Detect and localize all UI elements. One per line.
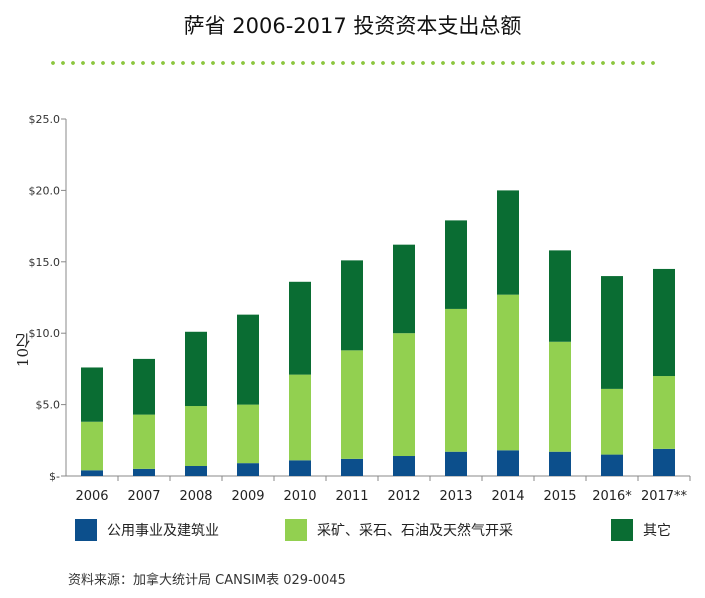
x-tick-label: 2015 [543,489,576,504]
bar-segment [549,451,571,476]
legend-swatch-other [611,519,633,541]
bar-segment [653,448,675,476]
bar-segment [81,367,103,422]
bar-segment [601,276,623,389]
bar-segment [653,376,675,449]
legend-label-utilities: 公用事业及建筑业 [107,523,219,539]
bar-segment [341,350,363,459]
bar-segment [601,388,623,455]
legend-label-other: 其它 [643,523,671,539]
chart-title: 萨省 2006-2017 投资资本支出总额 [183,14,522,38]
bar-segment [237,463,259,476]
bar-segment [445,308,467,452]
bar-segment [445,451,467,476]
bar-segment [549,250,571,342]
bar-segment [185,331,207,407]
x-tick-label: 2012 [387,489,420,504]
bar-segment [237,314,259,405]
bar-segment [393,333,415,457]
bar-segment [393,456,415,476]
bar-segment [185,466,207,476]
bar-segment [549,341,571,452]
legend-swatch-mining [285,519,307,541]
x-tick-label: 2009 [231,489,264,504]
x-tick-label: 2007 [127,489,160,504]
bar-segment [185,406,207,467]
bar-segment [133,358,155,415]
bar-segment [81,470,103,476]
x-tick-label: 2010 [283,489,316,504]
y-tick-label: $25.0 [29,113,61,126]
bar-segment [289,374,311,461]
y-tick-label: $10.0 [29,327,61,340]
x-tick-label: 2011 [335,489,368,504]
source-note: 资料来源：加拿大统计局 CANSIM表 029-0045 [68,573,346,588]
bar-segment [341,458,363,476]
x-tick-label: 2014 [491,489,524,504]
stacked-bar-chart: $- $5.0 $10.0 $15.0 $20.0 $25.0 2006 2007 2008 20… [29,113,691,504]
bar-segment [133,414,155,469]
legend-item-mining: 采矿、采石、石油及天然气开采 [285,518,513,542]
bar-segment [341,260,363,351]
bar-segment [445,220,467,309]
dotted-divider [48,60,658,66]
legend-item-utilities: 公用事业及建筑业 [75,518,219,542]
y-tick-label: $15.0 [29,256,61,269]
bar-segment [497,450,519,476]
bar-segment [497,294,519,451]
legend-item-other: 其它 [611,518,671,542]
bar-segment [289,281,311,375]
x-tick-label: 2006 [75,489,108,504]
bar-segment [497,190,519,295]
x-tick-label: 2016* [592,489,632,504]
y-axis-title: 10亿 [14,333,32,368]
bar-segment [133,468,155,476]
bar-segment [393,244,415,334]
bar-segment [601,454,623,476]
x-tick-label: 2013 [439,489,472,504]
x-tick-label: 2017** [641,489,688,504]
bar-segment [653,268,675,377]
y-tick-label: $- [49,470,60,483]
legend-swatch-utilities [75,519,97,541]
bar-segment [81,421,103,471]
bar-segment [289,460,311,476]
bar-segment [237,404,259,464]
x-tick-label: 2008 [179,489,212,504]
y-tick-label: $20.0 [29,184,61,197]
y-tick-label: $5.0 [36,399,61,412]
legend-label-mining: 采矿、采石、石油及天然气开采 [317,523,513,539]
